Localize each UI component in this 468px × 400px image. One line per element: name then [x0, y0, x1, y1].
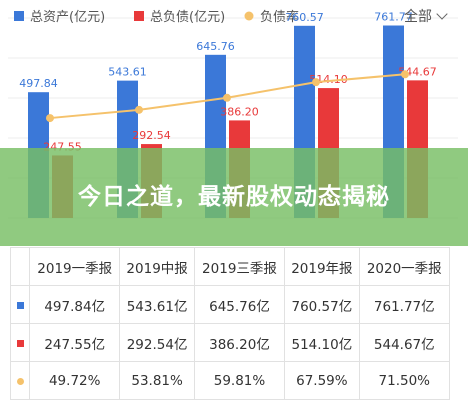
bar-label-total-assets: 761.77	[374, 11, 413, 24]
legend-marker-icon	[244, 11, 254, 21]
filter-label: 全部	[404, 9, 432, 25]
legend-label: 总负债(亿元)	[150, 10, 225, 25]
series-marker-icon	[16, 377, 24, 385]
banner-overlay: 今日之道，最新股权动态揭秘	[0, 148, 468, 246]
table-cell: 49.72%	[28, 361, 121, 400]
bar-label-total-debt: 292.54	[132, 129, 171, 142]
table-cell: 59.81%	[193, 361, 286, 400]
debt-ratio-point	[135, 105, 143, 114]
bar-label-total-assets: 543.61	[108, 66, 147, 79]
debt-ratio-point	[46, 114, 54, 123]
table-row: 49.72% 53.81% 59.81% 67.59% 71.50%	[10, 361, 451, 400]
table-cell: 71.50%	[358, 361, 451, 400]
legend-marker-icon	[14, 11, 24, 21]
row-marker-cell	[10, 285, 30, 324]
legend-marker-icon	[134, 11, 144, 21]
table-header-cell: 2019三季报	[193, 247, 286, 286]
debt-ratio-point	[401, 70, 409, 79]
table-header-cell: 2020一季报	[358, 247, 451, 286]
legend-label: 负债率	[260, 9, 299, 25]
table-cell: 544.67亿	[358, 323, 451, 362]
chevron-down-icon	[436, 8, 448, 20]
legend-label: 总资产(亿元)	[30, 10, 105, 25]
table-header-row: 2019一季报 2019中报 2019三季报 2019年报 2020一季报	[10, 247, 451, 286]
bar-label-total-assets: 645.76	[196, 40, 235, 53]
table-cell: 386.20亿	[193, 323, 286, 362]
table-cell: 543.61亿	[119, 285, 195, 324]
series-marker-icon	[16, 301, 24, 309]
bar-label-total-assets: 497.84	[19, 77, 58, 90]
table-cell: 53.81%	[119, 361, 195, 400]
table-cell: 514.10亿	[284, 323, 360, 362]
debt-ratio-point	[223, 93, 231, 102]
table-cell: 247.55亿	[28, 323, 121, 362]
data-table: 2019一季报 2019中报 2019三季报 2019年报 2020一季报 49…	[10, 247, 451, 400]
bar-label-total-assets: 760.57	[285, 11, 324, 24]
table-cell: 67.59%	[284, 361, 360, 400]
table-cell: 497.84亿	[28, 285, 121, 324]
row-marker-cell	[10, 361, 30, 400]
table-cell: 645.76亿	[193, 285, 286, 324]
series-marker-icon	[16, 339, 24, 347]
debt-ratio-point	[312, 78, 320, 87]
filter-dropdown[interactable]: 全部	[404, 6, 448, 26]
bar-label-total-debt: 386.20	[220, 105, 259, 118]
table-header-cell: 2019一季报	[28, 247, 121, 286]
table-row: 497.84亿 543.61亿 645.76亿 760.57亿 761.77亿	[10, 285, 451, 324]
header-marker-cell	[10, 247, 30, 286]
row-marker-cell	[10, 323, 30, 362]
table-header-cell: 2019中报	[119, 247, 195, 286]
table-cell: 760.57亿	[284, 285, 360, 324]
table-cell: 292.54亿	[119, 323, 195, 362]
table-header-cell: 2019年报	[284, 247, 360, 286]
banner-title: 今日之道，最新股权动态揭秘	[78, 184, 390, 210]
table-cell: 761.77亿	[358, 285, 451, 324]
table-row: 247.55亿 292.54亿 386.20亿 514.10亿 544.67亿	[10, 323, 451, 362]
